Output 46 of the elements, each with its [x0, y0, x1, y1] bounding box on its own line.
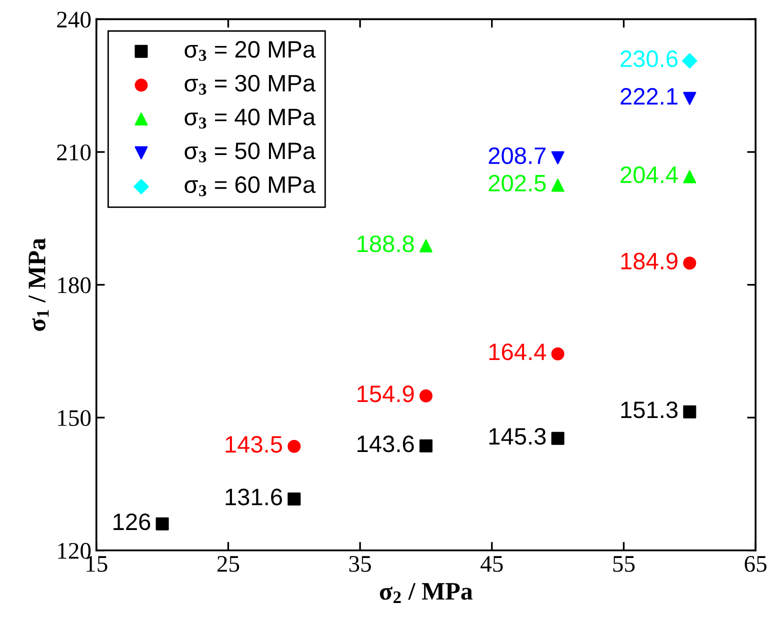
data-label: 154.9: [358, 386, 414, 402]
data-label: 126: [114, 513, 150, 530]
point: [551, 178, 564, 192]
y-tick-label: 150: [58, 410, 91, 426]
data-label: 208.7: [488, 147, 546, 164]
data-label: 145.3: [489, 428, 546, 445]
point: [683, 256, 696, 270]
point: [683, 405, 696, 418]
legend-label: σ$_{3}$ = 20 MPa: [184, 41, 316, 61]
y-axis-title: σ$_{1}$ / MPa: [28, 238, 49, 331]
data-label: 204.4: [620, 166, 678, 184]
point: [156, 517, 169, 530]
y-tick-label: 210: [57, 144, 91, 160]
data-label: 143.5: [226, 436, 282, 453]
data-label: 164.4: [489, 343, 546, 360]
point: [551, 347, 564, 360]
x-tick-label: 35: [349, 556, 371, 572]
point: [551, 432, 564, 445]
data-label: 222.1: [620, 88, 678, 105]
point: [683, 92, 696, 105]
data-label: 188.8: [358, 235, 414, 252]
x-tick-label: 65: [744, 556, 766, 572]
y-tick-label: 240: [57, 12, 91, 28]
point: [683, 170, 696, 184]
point: [288, 440, 301, 453]
x-axis-title: σ$_{2}$ / MPa: [380, 583, 473, 603]
data-label: 151.3: [621, 401, 678, 418]
legend-label: σ$_{3}$ = 50 MPa: [184, 142, 316, 162]
point: [551, 151, 564, 164]
x-tick-label: 55: [613, 556, 635, 572]
legend-label: σ$_{3}$ = 30 MPa: [184, 74, 316, 95]
data-label: 202.5: [488, 174, 546, 192]
x-tick-label: 25: [217, 556, 240, 572]
point: [419, 239, 432, 252]
point: [682, 53, 698, 68]
data-label: 184.9: [621, 252, 678, 270]
data-label: 143.6: [358, 436, 414, 452]
legend-label: σ$_{3}$ = 60 MPa: [184, 176, 316, 196]
point: [419, 439, 432, 452]
data-label: 131.6: [226, 488, 282, 506]
point: [419, 389, 432, 402]
y-tick-label: 180: [58, 277, 91, 294]
data-label: 230.6: [620, 50, 678, 68]
x-tick-label: 45: [480, 556, 503, 572]
point: [288, 492, 301, 506]
legend-label: σ$_{3}$ = 40 MPa: [184, 108, 316, 129]
